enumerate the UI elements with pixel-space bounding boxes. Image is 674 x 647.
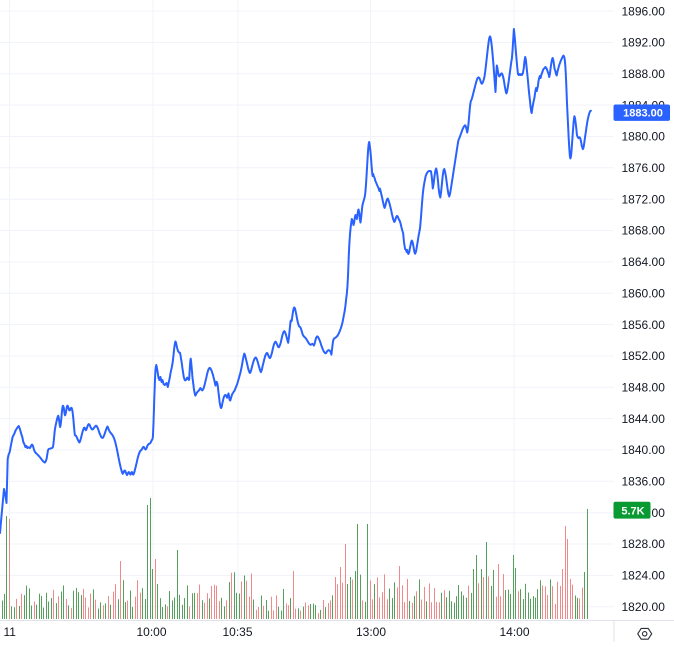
svg-text:1892.00: 1892.00 [622,36,666,50]
svg-text:1876.00: 1876.00 [622,161,666,175]
svg-text:1864.00: 1864.00 [622,255,666,269]
svg-text:1883.00: 1883.00 [623,108,663,120]
svg-text:1888.00: 1888.00 [622,67,666,81]
svg-text:1848.00: 1848.00 [622,380,666,394]
svg-text:10:35: 10:35 [222,625,252,639]
svg-text:1820.00: 1820.00 [622,600,666,614]
svg-text:13:00: 13:00 [356,625,386,639]
svg-text:1872.00: 1872.00 [622,192,666,206]
svg-text:1868.00: 1868.00 [622,224,666,238]
svg-text:1824.00: 1824.00 [622,569,666,583]
svg-text:1880.00: 1880.00 [622,130,666,144]
svg-text:1860.00: 1860.00 [622,286,666,300]
svg-text:11: 11 [4,625,17,639]
svg-text:1852.00: 1852.00 [622,349,666,363]
svg-text:10:00: 10:00 [136,625,166,639]
svg-text:5.7K: 5.7K [621,505,644,517]
svg-text:1844.00: 1844.00 [622,412,666,426]
svg-text:14:00: 14:00 [499,625,529,639]
svg-text:1840.00: 1840.00 [622,443,666,457]
svg-text:1828.00: 1828.00 [622,537,666,551]
svg-text:1896.00: 1896.00 [622,4,666,18]
svg-text:1856.00: 1856.00 [622,318,666,332]
svg-text:1836.00: 1836.00 [622,475,666,489]
